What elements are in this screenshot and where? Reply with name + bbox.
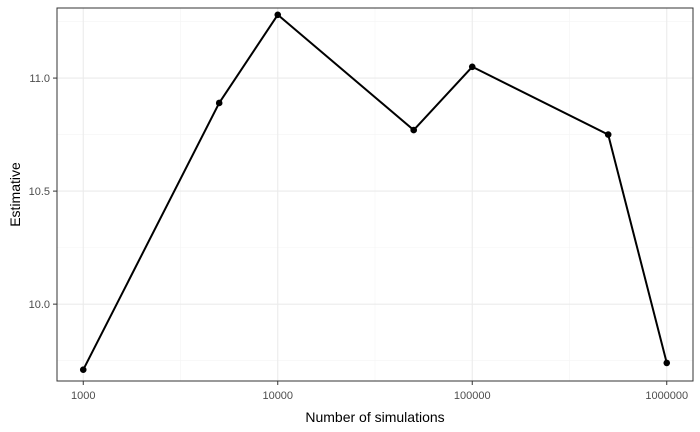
data-point	[468, 63, 476, 71]
x-tick-label: 1000	[71, 390, 95, 402]
x-axis-title: Number of simulations	[305, 409, 444, 425]
x-tick-label: 1000000	[645, 390, 688, 402]
series-layer	[79, 11, 671, 373]
x-tick-label: 10000	[262, 390, 293, 402]
data-point	[663, 359, 671, 367]
x-tick-label: 100000	[454, 390, 491, 402]
y-tick-label: 11.0	[29, 73, 50, 85]
y-axis-title: Estimative	[7, 162, 23, 227]
major-gridlines	[57, 8, 693, 381]
data-point	[215, 99, 223, 107]
y-tick-label: 10.0	[29, 299, 50, 311]
data-point	[79, 366, 87, 373]
data-point	[274, 11, 282, 19]
y-tick-label: 10.5	[29, 186, 50, 198]
data-point	[604, 131, 612, 138]
data-point	[410, 126, 417, 134]
x-axis: 1000 10000 100000 1000000	[71, 381, 688, 402]
panel-border	[56, 7, 694, 382]
minor-gridlines	[57, 8, 693, 381]
y-axis: 10.0 10.5 11.0	[29, 73, 57, 311]
